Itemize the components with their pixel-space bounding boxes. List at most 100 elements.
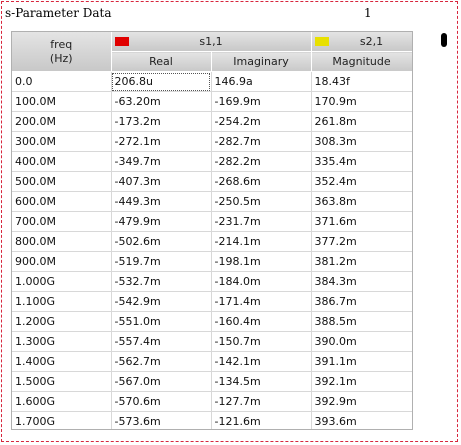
freq-cell[interactable]: 200.0M [12,111,112,132]
freq-cell[interactable]: 500.0M [12,171,112,192]
imaginary-cell[interactable]: -282.2m [211,151,312,172]
s21-group-label: s2,1 [359,35,384,48]
imaginary-cell[interactable]: -268.6m [211,171,312,192]
imaginary-cell[interactable]: -160.4m [211,311,312,332]
imaginary-cell[interactable]: -121.6m [211,411,312,429]
imaginary-cell[interactable]: -171.4m [211,291,312,312]
magnitude-cell[interactable]: 363.8m [311,191,412,212]
freq-cell[interactable]: 1.300G [12,331,112,352]
magnitude-cell[interactable]: 386.7m [311,291,412,312]
real-cell[interactable]: -407.3m [111,171,212,192]
table-row[interactable]: 1.500G -567.0m -134.5m 392.1m [12,371,412,392]
table-row[interactable]: 700.0M -479.9m -231.7m 371.6m [12,211,412,232]
magnitude-cell[interactable]: 391.1m [311,351,412,372]
table-row[interactable]: 1.400G -562.7m -142.1m 391.1m [12,351,412,372]
imaginary-cell[interactable]: 146.9a [211,71,312,92]
table-row[interactable]: 400.0M -349.7m -282.2m 335.4m [12,151,412,172]
real-cell[interactable]: -532.7m [111,271,212,292]
freq-cell[interactable]: 400.0M [12,151,112,172]
freq-cell[interactable]: 1.000G [12,271,112,292]
table-row[interactable]: 100.0M -63.20m -169.9m 170.9m [12,91,412,112]
table-row[interactable]: 1.200G -551.0m -160.4m 388.5m [12,311,412,332]
freq-cell[interactable]: 1.600G [12,391,112,412]
freq-cell[interactable]: 1.500G [12,371,112,392]
freq-cell[interactable]: 1.100G [12,291,112,312]
real-cell[interactable]: 206.8u [111,71,212,92]
real-cell[interactable]: -479.9m [111,211,212,232]
imaginary-cell[interactable]: -254.2m [211,111,312,132]
table-row[interactable]: 900.0M -519.7m -198.1m 381.2m [12,251,412,272]
magnitude-cell[interactable]: 390.0m [311,331,412,352]
freq-cell[interactable]: 600.0M [12,191,112,212]
real-cell[interactable]: -573.6m [111,411,212,429]
table-row[interactable]: 1.600G -570.6m -127.7m 392.9m [12,391,412,412]
real-cell[interactable]: -502.6m [111,231,212,252]
magnitude-cell[interactable]: 392.9m [311,391,412,412]
real-cell[interactable]: -557.4m [111,331,212,352]
magnitude-cell[interactable]: 384.3m [311,271,412,292]
table-row[interactable]: 300.0M -272.1m -282.7m 308.3m [12,131,412,152]
table-row[interactable]: 200.0M -173.2m -254.2m 261.8m [12,111,412,132]
real-cell[interactable]: -63.20m [111,91,212,112]
imaginary-cell[interactable]: -282.7m [211,131,312,152]
real-cell[interactable]: -562.7m [111,351,212,372]
freq-cell[interactable]: 700.0M [12,211,112,232]
magnitude-cell[interactable]: 381.2m [311,251,412,272]
freq-cell[interactable]: 1.200G [12,311,112,332]
s11-group-header[interactable]: s1,1 [111,32,312,52]
real-cell[interactable]: -272.1m [111,131,212,152]
imaginary-cell[interactable]: -198.1m [211,251,312,272]
table-row[interactable]: 1.300G -557.4m -150.7m 390.0m [12,331,412,352]
table-row[interactable]: 0.0 206.8u 146.9a 18.43f [12,71,412,92]
magnitude-cell[interactable]: 377.2m [311,231,412,252]
magnitude-cell[interactable]: 371.6m [311,211,412,232]
freq-column-header[interactable]: freq (Hz) [12,32,112,72]
table-row[interactable]: 600.0M -449.3m -250.5m 363.8m [12,191,412,212]
magnitude-column-header[interactable]: Magnitude [311,51,412,72]
real-cell[interactable]: -551.0m [111,311,212,332]
real-cell[interactable]: -349.7m [111,151,212,172]
freq-cell[interactable]: 1.700G [12,411,112,429]
real-column-header[interactable]: Real [111,51,212,72]
freq-cell[interactable]: 300.0M [12,131,112,152]
magnitude-cell[interactable]: 335.4m [311,151,412,172]
imaginary-column-header[interactable]: Imaginary [211,51,312,72]
table-row[interactable]: 800.0M -502.6m -214.1m 377.2m [12,231,412,252]
freq-cell[interactable]: 900.0M [12,251,112,272]
scrollbar-thumb[interactable] [441,33,447,47]
freq-cell[interactable]: 800.0M [12,231,112,252]
magnitude-cell[interactable]: 388.5m [311,311,412,332]
s21-group-header[interactable]: s2,1 [311,32,412,52]
imaginary-cell[interactable]: -231.7m [211,211,312,232]
real-cell[interactable]: -173.2m [111,111,212,132]
real-cell[interactable]: -542.9m [111,291,212,312]
table-row[interactable]: 500.0M -407.3m -268.6m 352.4m [12,171,412,192]
freq-cell[interactable]: 0.0 [12,71,112,92]
real-cell[interactable]: -570.6m [111,391,212,412]
s21-color-swatch [314,37,329,46]
imaginary-cell[interactable]: -214.1m [211,231,312,252]
freq-cell[interactable]: 1.400G [12,351,112,372]
magnitude-cell[interactable]: 352.4m [311,171,412,192]
real-cell[interactable]: -449.3m [111,191,212,212]
table-row[interactable]: 1.000G -532.7m -184.0m 384.3m [12,271,412,292]
imaginary-cell[interactable]: -134.5m [211,371,312,392]
imaginary-cell[interactable]: -142.1m [211,351,312,372]
magnitude-cell[interactable]: 393.6m [311,411,412,429]
freq-cell[interactable]: 100.0M [12,91,112,112]
table-row[interactable]: 1.700G -573.6m -121.6m 393.6m [12,411,412,429]
imaginary-cell[interactable]: -150.7m [211,331,312,352]
magnitude-cell[interactable]: 18.43f [311,71,412,92]
real-cell[interactable]: -567.0m [111,371,212,392]
imaginary-cell[interactable]: -127.7m [211,391,312,412]
real-cell[interactable]: -519.7m [111,251,212,272]
table-row[interactable]: 1.100G -542.9m -171.4m 386.7m [12,291,412,312]
imaginary-cell[interactable]: -250.5m [211,191,312,212]
magnitude-cell[interactable]: 392.1m [311,371,412,392]
imaginary-cell[interactable]: -169.9m [211,91,312,112]
magnitude-cell[interactable]: 170.9m [311,91,412,112]
imaginary-cell[interactable]: -184.0m [211,271,312,292]
magnitude-cell[interactable]: 261.8m [311,111,412,132]
magnitude-cell[interactable]: 308.3m [311,131,412,152]
